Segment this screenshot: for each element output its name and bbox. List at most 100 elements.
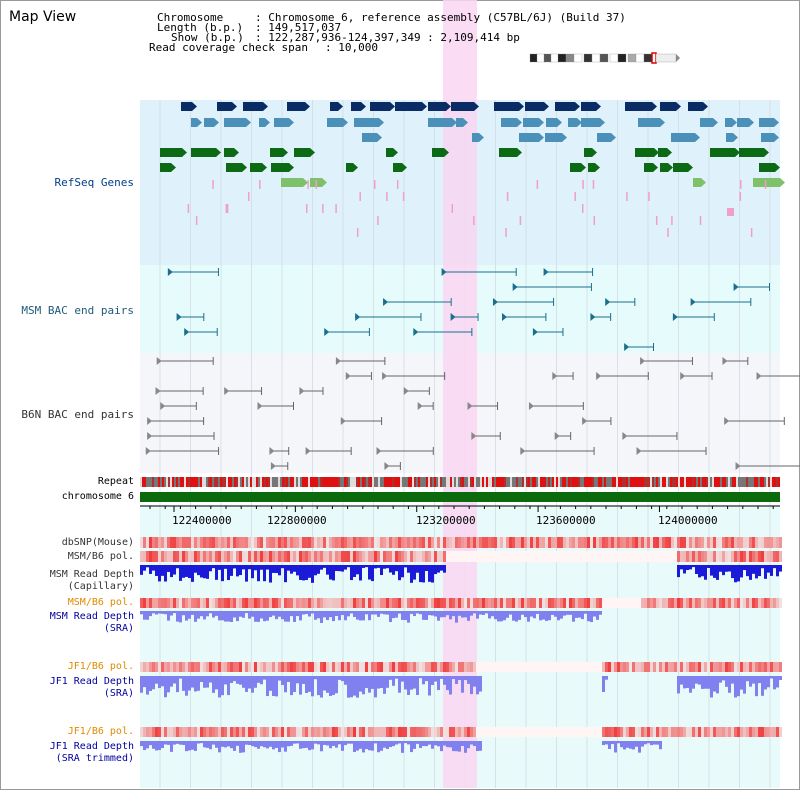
depth-bar [194,741,197,751]
heat-cell [551,662,554,672]
heat-cell [350,598,353,608]
heat-cell [581,727,584,737]
heat-cell [317,598,320,608]
repeat-segment [216,477,218,487]
repeat-segment [602,477,604,487]
heat-cell [608,537,611,548]
heat-cell [497,662,500,672]
depth-bar [452,741,455,752]
depth-bar [692,565,695,568]
heat-cell [173,537,176,548]
track-label-jf1-read-trim[interactable]: JF1 Read Depth [49,741,134,752]
gene-block [351,102,361,111]
heat-cell [626,551,629,562]
repeat-segment [172,477,174,487]
repeat-segment [604,477,606,487]
heat-cell [191,662,194,672]
depth-bar [299,611,302,621]
depth-bar [497,611,500,622]
heat-cell [467,551,470,562]
track-label-b6n-bac[interactable]: B6N BAC end pairs [21,408,134,421]
heat-cell [155,537,158,548]
heat-cell [746,537,749,548]
depth-bar [716,676,719,694]
heat-cell [608,551,611,562]
heat-cell [623,662,626,672]
repeat-segment [272,477,274,487]
heat-cell [140,537,143,548]
depth-bar [770,565,773,576]
heat-cell [773,551,776,562]
depth-bar [308,741,311,751]
heat-cell [737,551,740,562]
gene-arrow [283,148,288,157]
track-label-jf1-b6-pol-1[interactable]: JF1/B6 pol. [67,661,134,672]
heat-cell [359,551,362,562]
track-label-refseq[interactable]: RefSeq Genes [54,176,134,189]
heat-cell [683,598,686,608]
depth-bar [713,565,716,578]
repeat-segment [736,477,738,487]
depth-bar [242,565,245,570]
heat-cell [731,727,734,737]
heat-cell [482,727,485,737]
track-label-msm-b6-pol-1[interactable]: MSM/B6 pol. [67,551,134,562]
depth-bar [365,741,368,750]
ideogram-band [599,53,609,63]
depth-bar [266,565,269,570]
heat-cell [416,598,419,608]
gene-block [160,163,171,172]
heat-cell [557,727,560,737]
heat-cell [278,551,281,562]
track-label-msm-b6-pol-2[interactable]: MSM/B6 pol. [67,597,134,608]
bac-end-marker [590,313,596,321]
depth-bar [395,676,398,679]
heat-cell [584,551,587,562]
repeat-segment [374,477,376,487]
b6n-end-marker [345,372,351,380]
depth-bar [443,741,446,746]
heat-cell [236,537,239,548]
track-label-jf1-read-trim-sub: (SRA trimmed) [55,753,134,764]
heat-cell [644,598,647,608]
track-label-jf1-read-sra[interactable]: JF1 Read Depth [49,676,134,687]
repeat-segment [570,477,572,487]
track-label-msm-bac[interactable]: MSM BAC end pairs [21,304,134,317]
depth-bar [248,676,251,689]
repeat-segment [264,477,266,487]
gene-block [523,118,539,127]
heat-cell [566,662,569,672]
heat-cell [647,551,650,562]
heat-cell [377,662,380,672]
track-label-chromosome[interactable]: chromosome 6 [61,491,134,502]
bac-end-marker [605,298,611,306]
heat-cell [641,551,644,562]
depth-bar [407,676,410,695]
heat-cell [341,662,344,672]
track-label-jf1-b6-pol-2[interactable]: JF1/B6 pol. [67,726,134,737]
heat-cell [656,598,659,608]
heat-cell [491,662,494,672]
heat-cell [506,662,509,672]
heat-cell [500,727,503,737]
depth-bar [389,741,392,748]
track-label-msm-read-sra[interactable]: MSM Read Depth [49,611,134,622]
depth-bar [269,741,272,747]
repeat-segment [478,477,480,487]
depth-bar [293,741,296,744]
repeat-segment [590,477,592,487]
depth-bar [767,565,770,573]
track-label-dbsnp[interactable]: dbSNP(Mouse) [61,537,134,548]
repeat-segment [600,477,602,487]
depth-bar [200,676,203,683]
heat-cell [542,537,545,548]
repeat-segment [578,477,580,487]
heat-cell [386,598,389,608]
heat-cell [752,537,755,548]
track-label-repeat[interactable]: Repeat [97,476,134,487]
bac-end-marker [492,298,498,306]
depth-bar [197,565,200,576]
track-label-msm-read-cap[interactable]: MSM Read Depth [49,569,134,580]
heat-cell [374,537,377,548]
heat-cell [407,727,410,737]
